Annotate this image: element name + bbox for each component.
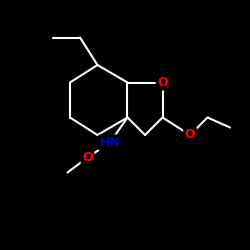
Text: O: O <box>185 128 195 141</box>
Text: HN: HN <box>100 136 120 149</box>
Text: O: O <box>82 151 93 164</box>
Text: O: O <box>157 76 168 89</box>
